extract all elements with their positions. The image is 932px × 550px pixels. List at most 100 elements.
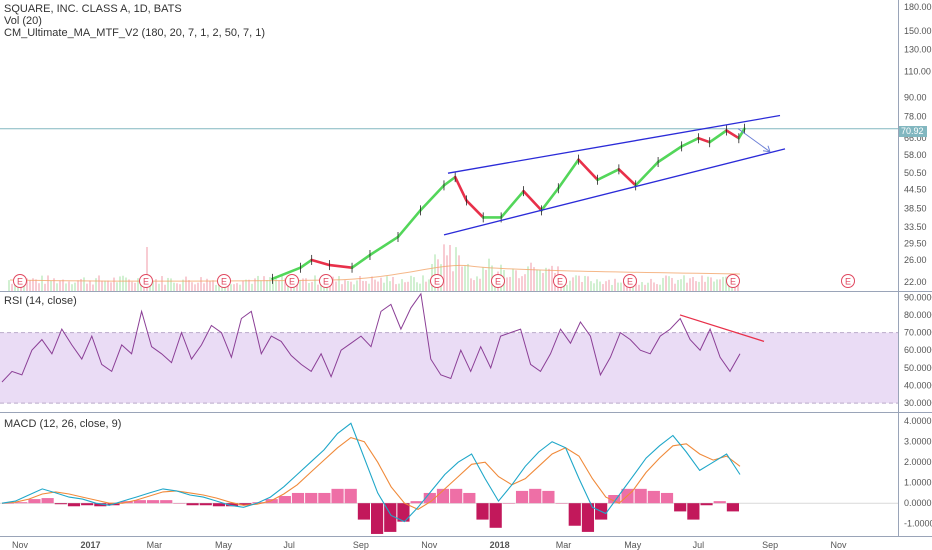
volume-bar	[149, 284, 151, 291]
earnings-marker	[217, 274, 231, 288]
volume-bar	[536, 269, 538, 291]
volume-bar	[239, 284, 241, 291]
volume-bar	[92, 284, 94, 291]
channel-upper-line	[447, 114, 781, 174]
volume-bar	[380, 277, 382, 291]
volume-bar	[677, 279, 679, 291]
price-tick-label: 26.00	[904, 255, 927, 265]
volume-bar	[392, 276, 394, 291]
rsi-tick-label: 30.0000	[904, 398, 932, 408]
volume-bar	[710, 277, 712, 291]
volume-bar	[80, 278, 82, 291]
volume-bar	[296, 284, 298, 291]
volume-bar	[320, 283, 322, 291]
volume-bar	[476, 276, 478, 291]
macd-histogram-bar	[515, 490, 529, 504]
rsi-tick-label: 80.0000	[904, 310, 932, 320]
volume-bar	[152, 280, 154, 291]
rsi-tick-label: 70.0000	[904, 328, 932, 338]
price-tick-label: 50.50	[904, 168, 927, 178]
rsi-pane	[0, 292, 898, 404]
volume-bar	[11, 283, 13, 291]
volume-bar	[56, 283, 58, 291]
volume-bar	[197, 282, 199, 291]
volume-bar	[143, 284, 145, 291]
volume-bar	[398, 283, 400, 291]
macd-histogram-bar	[331, 488, 344, 504]
volume-bar	[509, 276, 511, 291]
price-tick-label: 22.00	[904, 277, 927, 287]
volume-bar	[53, 278, 55, 291]
rsi-tick-label: 90.0000	[904, 292, 932, 302]
volume-bar	[545, 267, 547, 291]
macd-tick-label: 0.0000	[904, 498, 932, 508]
volume-bar	[605, 281, 607, 291]
volume-bar	[599, 281, 601, 291]
price-segment	[617, 168, 637, 187]
volume-bar	[467, 263, 469, 291]
volume-bar	[668, 276, 670, 291]
volume-bar	[413, 277, 415, 291]
macd-histogram-bar	[674, 503, 687, 512]
volume-bar	[269, 277, 271, 291]
price-segment	[634, 160, 660, 187]
earnings-marker	[491, 274, 505, 288]
earnings-marker	[13, 274, 27, 288]
volume-bar	[488, 258, 490, 291]
price-segment	[656, 145, 683, 164]
macd-histogram-bar	[81, 503, 94, 506]
earnings-marker	[553, 274, 567, 288]
volume-bar	[74, 282, 76, 291]
volume-bar	[674, 283, 676, 291]
volume-bar	[479, 278, 481, 291]
macd-histogram-bar	[15, 502, 28, 504]
volume-bar	[383, 282, 385, 291]
macd-histogram-bar	[436, 488, 450, 504]
volume-bar	[134, 282, 136, 291]
volume-bar	[308, 282, 310, 291]
volume-bar	[713, 281, 715, 291]
volume-bar	[698, 281, 700, 291]
price-tick-label: 66.00	[904, 133, 927, 143]
volume-bar	[422, 275, 424, 291]
price-segment	[350, 253, 372, 270]
volume-bar	[515, 270, 517, 291]
volume-bar	[404, 282, 406, 291]
volume-bar	[434, 254, 436, 291]
volume-bar	[512, 268, 514, 291]
x-tick-label: 2018	[490, 540, 510, 550]
volume-bar	[470, 278, 472, 291]
volume-bar	[410, 275, 412, 291]
volume-bar	[215, 284, 217, 291]
volume-bar	[452, 271, 454, 291]
macd-histogram-bar	[529, 488, 542, 504]
volume-bar	[95, 278, 97, 291]
volume-bar	[233, 284, 235, 291]
earnings-label: E	[434, 277, 440, 287]
macd-histogram-bar	[146, 500, 160, 504]
x-tick-label: Jul	[693, 540, 705, 550]
volume-bar	[665, 275, 667, 291]
volume-bar	[257, 275, 259, 291]
volume-bar	[128, 279, 130, 291]
volume-bar	[533, 267, 535, 291]
x-tick-label: Mar	[556, 540, 572, 550]
volume-bar	[587, 276, 589, 291]
volume-bar	[245, 279, 247, 291]
volume-bar	[167, 277, 169, 291]
volume-bar	[248, 279, 250, 291]
volume-bar	[395, 284, 397, 291]
price-segment	[299, 258, 313, 270]
volume-bar	[485, 269, 487, 291]
earnings-marker	[623, 274, 637, 288]
earnings-label: E	[17, 277, 23, 287]
volume-ma-line	[9, 264, 741, 282]
volume-bar	[686, 282, 688, 291]
macd-tick-label: 4.0000	[904, 416, 932, 426]
price-segment	[453, 175, 468, 202]
volume-bar	[578, 275, 580, 291]
volume-bar	[407, 281, 409, 291]
macd-pane	[0, 422, 898, 534]
axes: Nov 2017 Mar May Jul Sep Nov 2018 Mar May Jul Sep No…	[12, 2, 932, 550]
